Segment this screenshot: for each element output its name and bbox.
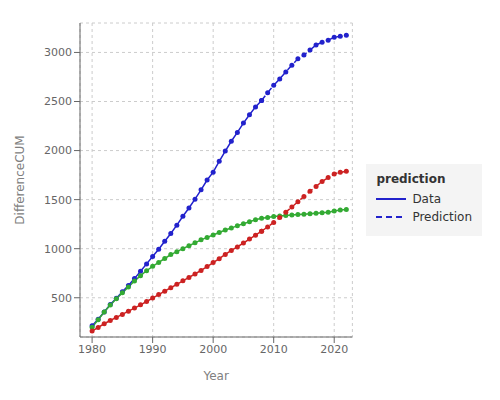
svg-text:2010: 2010	[260, 343, 288, 356]
svg-text:1500: 1500	[44, 194, 72, 207]
svg-text:3000: 3000	[44, 46, 72, 59]
svg-text:500: 500	[51, 292, 72, 305]
svg-text:2000: 2000	[44, 144, 72, 157]
svg-text:2020: 2020	[320, 343, 348, 356]
svg-text:1990: 1990	[139, 343, 167, 356]
svg-text:1980: 1980	[78, 343, 106, 356]
html-text:prediction: prediction	[376, 172, 446, 186]
svg-text:2500: 2500	[44, 95, 72, 108]
svg-text:Year: Year	[202, 369, 228, 383]
svg-text:2000: 2000	[199, 343, 227, 356]
svg-text:1000: 1000	[44, 243, 72, 256]
html-text:Prediction: Prediction	[412, 210, 472, 224]
svg-text:DifferenceCUM: DifferenceCUM	[13, 135, 27, 224]
html-text:Data: Data	[412, 192, 441, 206]
